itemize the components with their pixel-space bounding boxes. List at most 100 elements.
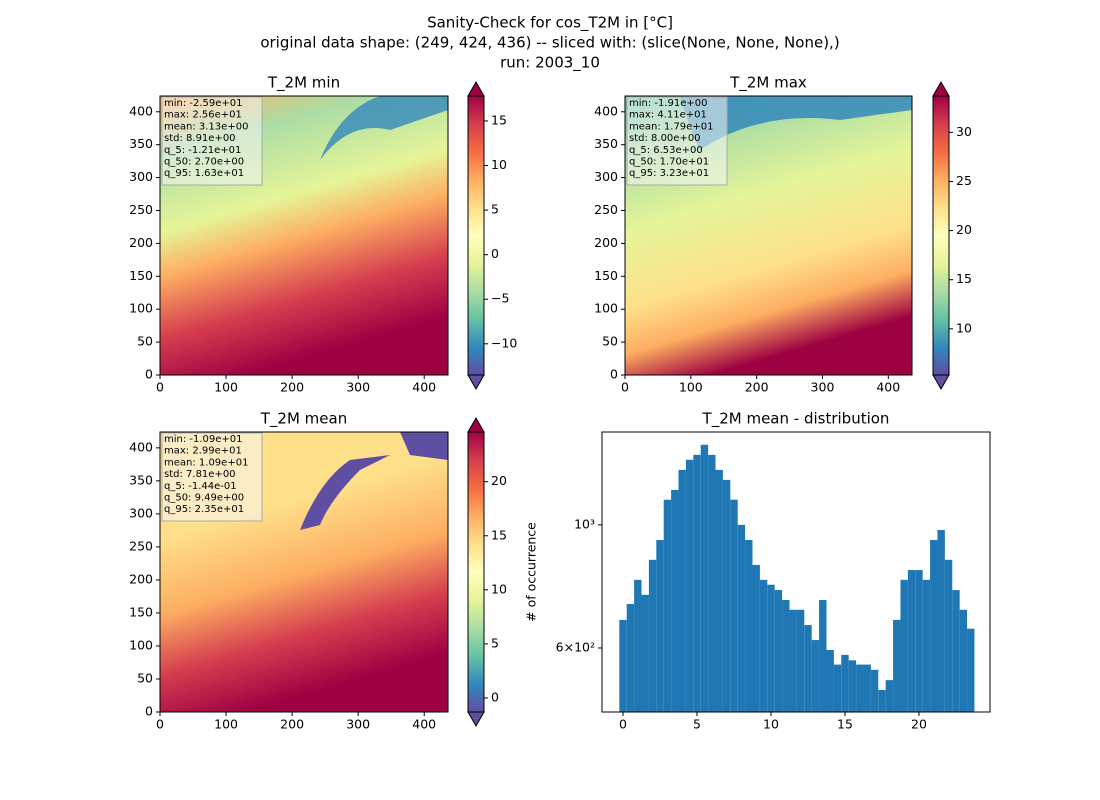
y-tick-label: 200 <box>129 235 153 250</box>
suptitle-line: Sanity-Check for cos_T2M in [°C] <box>427 14 673 33</box>
histogram-bar <box>930 540 938 712</box>
histogram-bar <box>648 559 657 712</box>
stats-background <box>161 96 263 186</box>
stats-line: max: 2.99e+01 <box>164 446 242 457</box>
colorbar-tick-label: 0 <box>491 689 499 704</box>
x-tick-label: 200 <box>280 380 304 395</box>
x-tick-label: 10 <box>763 717 779 732</box>
histogram-bar <box>937 529 945 712</box>
histogram-bar <box>774 590 783 712</box>
x-tick-label: 100 <box>214 380 238 395</box>
colorbar <box>468 432 484 712</box>
colorbar-frame <box>467 96 485 375</box>
y-tick-label: 0 <box>610 367 618 382</box>
suptitle-line: run: 2003_10 <box>500 54 600 73</box>
stats-line: std: 8.91e+00 <box>164 133 236 144</box>
histogram-bar <box>952 590 960 712</box>
histogram-bar <box>826 649 834 712</box>
stats-line: max: 4.11e+01 <box>629 110 707 121</box>
histogram-bar <box>782 600 790 712</box>
histogram-bar <box>915 570 923 712</box>
stats-line: q_5: -1.44e-01 <box>164 481 237 492</box>
x-tick-label: 400 <box>412 380 436 395</box>
y-tick-label: 300 <box>129 505 153 520</box>
x-tick-label: 400 <box>876 380 900 395</box>
histogram-bar <box>833 664 842 712</box>
colorbar-extend-bottom <box>467 374 485 391</box>
suptitle: Sanity-Check for cos_T2M in [°C]original… <box>260 14 839 73</box>
y-tick-label: 250 <box>129 538 153 553</box>
y-tick-label: 350 <box>594 136 618 151</box>
colorbar-tick-label: 30 <box>956 124 972 139</box>
y-tick-label: 350 <box>129 136 153 151</box>
histogram-bar <box>737 524 746 712</box>
histogram-bar <box>959 609 968 712</box>
x-tick-label: 200 <box>280 717 304 732</box>
y-tick-label: 0 <box>145 704 153 719</box>
colorbar-tick-label: 15 <box>491 112 507 127</box>
x-tick-label: 100 <box>679 380 703 395</box>
histogram-bar <box>722 479 731 712</box>
colorbar-extend-bottom <box>932 374 950 391</box>
x-tick-label: 0 <box>619 717 627 732</box>
stats-line: q_95: 2.35e+01 <box>164 504 244 515</box>
x-tick-label: 100 <box>214 717 238 732</box>
histogram-bar <box>907 570 916 712</box>
y-tick-label: 50 <box>137 334 153 349</box>
x-tick-label: 300 <box>346 717 370 732</box>
x-tick-label: 5 <box>693 717 701 732</box>
histogram-bar <box>767 584 775 712</box>
colorbar-extend-top <box>932 80 950 97</box>
colorbar-extend-bottom <box>467 711 485 728</box>
y-tick-label: 250 <box>129 202 153 217</box>
y-tick-label: 150 <box>129 268 153 283</box>
y-tick-label: 100 <box>129 637 153 652</box>
axes-frame <box>159 431 449 713</box>
colorbar-tick-label: 15 <box>956 271 972 286</box>
histogram-bar <box>967 628 975 712</box>
histogram-bar <box>870 669 879 712</box>
colorbar-extend-top <box>467 80 485 97</box>
y-tick-label: 250 <box>594 202 618 217</box>
histogram-bar <box>626 604 635 712</box>
axes-title: T_2M max <box>729 74 807 93</box>
histogram-bar <box>700 444 709 712</box>
x-tick-label: 300 <box>346 380 370 395</box>
y-tick-label: 200 <box>594 235 618 250</box>
colorbar-tick-label: 15 <box>491 527 507 542</box>
histogram-bar <box>811 640 820 712</box>
colorbar-tick-label: 10 <box>491 581 507 596</box>
x-tick-label: 0 <box>156 717 164 732</box>
y-tick-label: 300 <box>594 169 618 184</box>
histogram-bar <box>634 579 642 712</box>
histogram-bar <box>885 680 894 712</box>
colorbar-tick-label: 25 <box>956 173 972 188</box>
stats-line: q_95: 1.63e+01 <box>164 168 244 179</box>
stats-line: q_50: 1.70e+01 <box>629 157 709 168</box>
histogram-bar <box>841 654 849 712</box>
colorbar-extend-top <box>467 416 485 433</box>
histogram-bar <box>893 619 901 712</box>
histogram-bar <box>693 454 701 712</box>
histogram-bar <box>856 664 864 712</box>
histogram-bar <box>708 454 716 712</box>
colorbar-tick-label: 5 <box>491 635 499 650</box>
histogram-bar <box>848 660 857 712</box>
histogram-bar <box>944 559 953 712</box>
histogram-bar <box>878 689 886 712</box>
histogram-bar <box>619 619 627 712</box>
y-tick-label: 100 <box>594 301 618 316</box>
histogram-bar <box>745 540 753 712</box>
colorbar-tick-label: 20 <box>956 222 972 237</box>
stats-line: q_5: -1.21e+01 <box>164 145 241 156</box>
histogram-bar <box>922 579 931 712</box>
histogram-bar <box>900 579 908 712</box>
y-tick-label: 10³ <box>574 516 595 531</box>
histogram-bar <box>685 459 694 712</box>
stats-background <box>626 96 728 186</box>
histogram-bar <box>656 540 664 712</box>
stats-line: max: 2.56e+01 <box>164 110 242 121</box>
y-tick-label: 150 <box>129 604 153 619</box>
